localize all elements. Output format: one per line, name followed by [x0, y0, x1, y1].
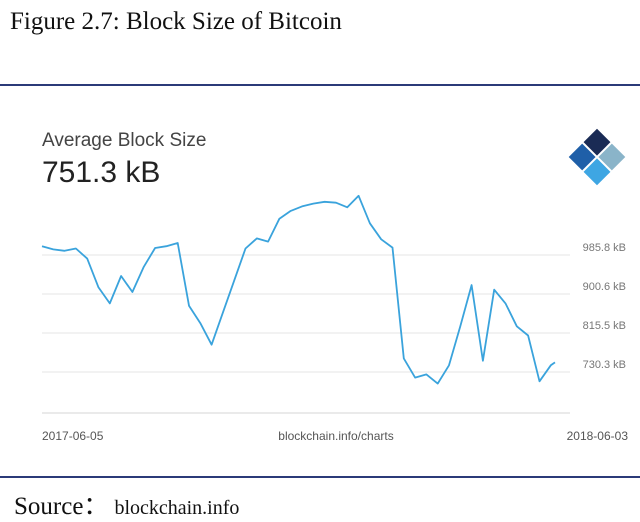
chart: 985.8 kB 900.6 kB 815.5 kB 730.3 kB 2017-06…: [41, 194, 629, 443]
gridlines: [42, 254, 570, 373]
source-value: blockchain.info: [114, 497, 240, 519]
y-tick-labels: 985.8 kB 900.6 kB 815.5 kB 730.3 kB: [583, 242, 626, 371]
y-tick-label: 815.5 kB: [583, 320, 626, 332]
y-tick-label: 985.8 kB: [583, 242, 626, 254]
bottom-rule: [0, 476, 640, 478]
series-line: [41, 194, 556, 385]
top-rule: [0, 84, 640, 86]
source-credit: blockchain.info/charts: [278, 429, 393, 443]
y-tick-label: 900.6 kB: [583, 281, 626, 293]
source-colon: ：: [83, 493, 109, 520]
source-label: Source: [14, 493, 84, 520]
y-tick-label: 730.3 kB: [583, 359, 626, 371]
x-end-label: 2018-06-03: [567, 429, 629, 443]
source-line: Source： blockchain.info: [14, 486, 240, 520]
figure-title: Figure 2.7: Block Size of Bitcoin: [10, 8, 342, 35]
metric-name: Average Block Size: [42, 130, 207, 151]
blockchain-logo-icon: [568, 128, 626, 186]
x-start-label: 2017-06-05: [42, 429, 104, 443]
metric-value: 751.3 kB: [42, 156, 161, 189]
